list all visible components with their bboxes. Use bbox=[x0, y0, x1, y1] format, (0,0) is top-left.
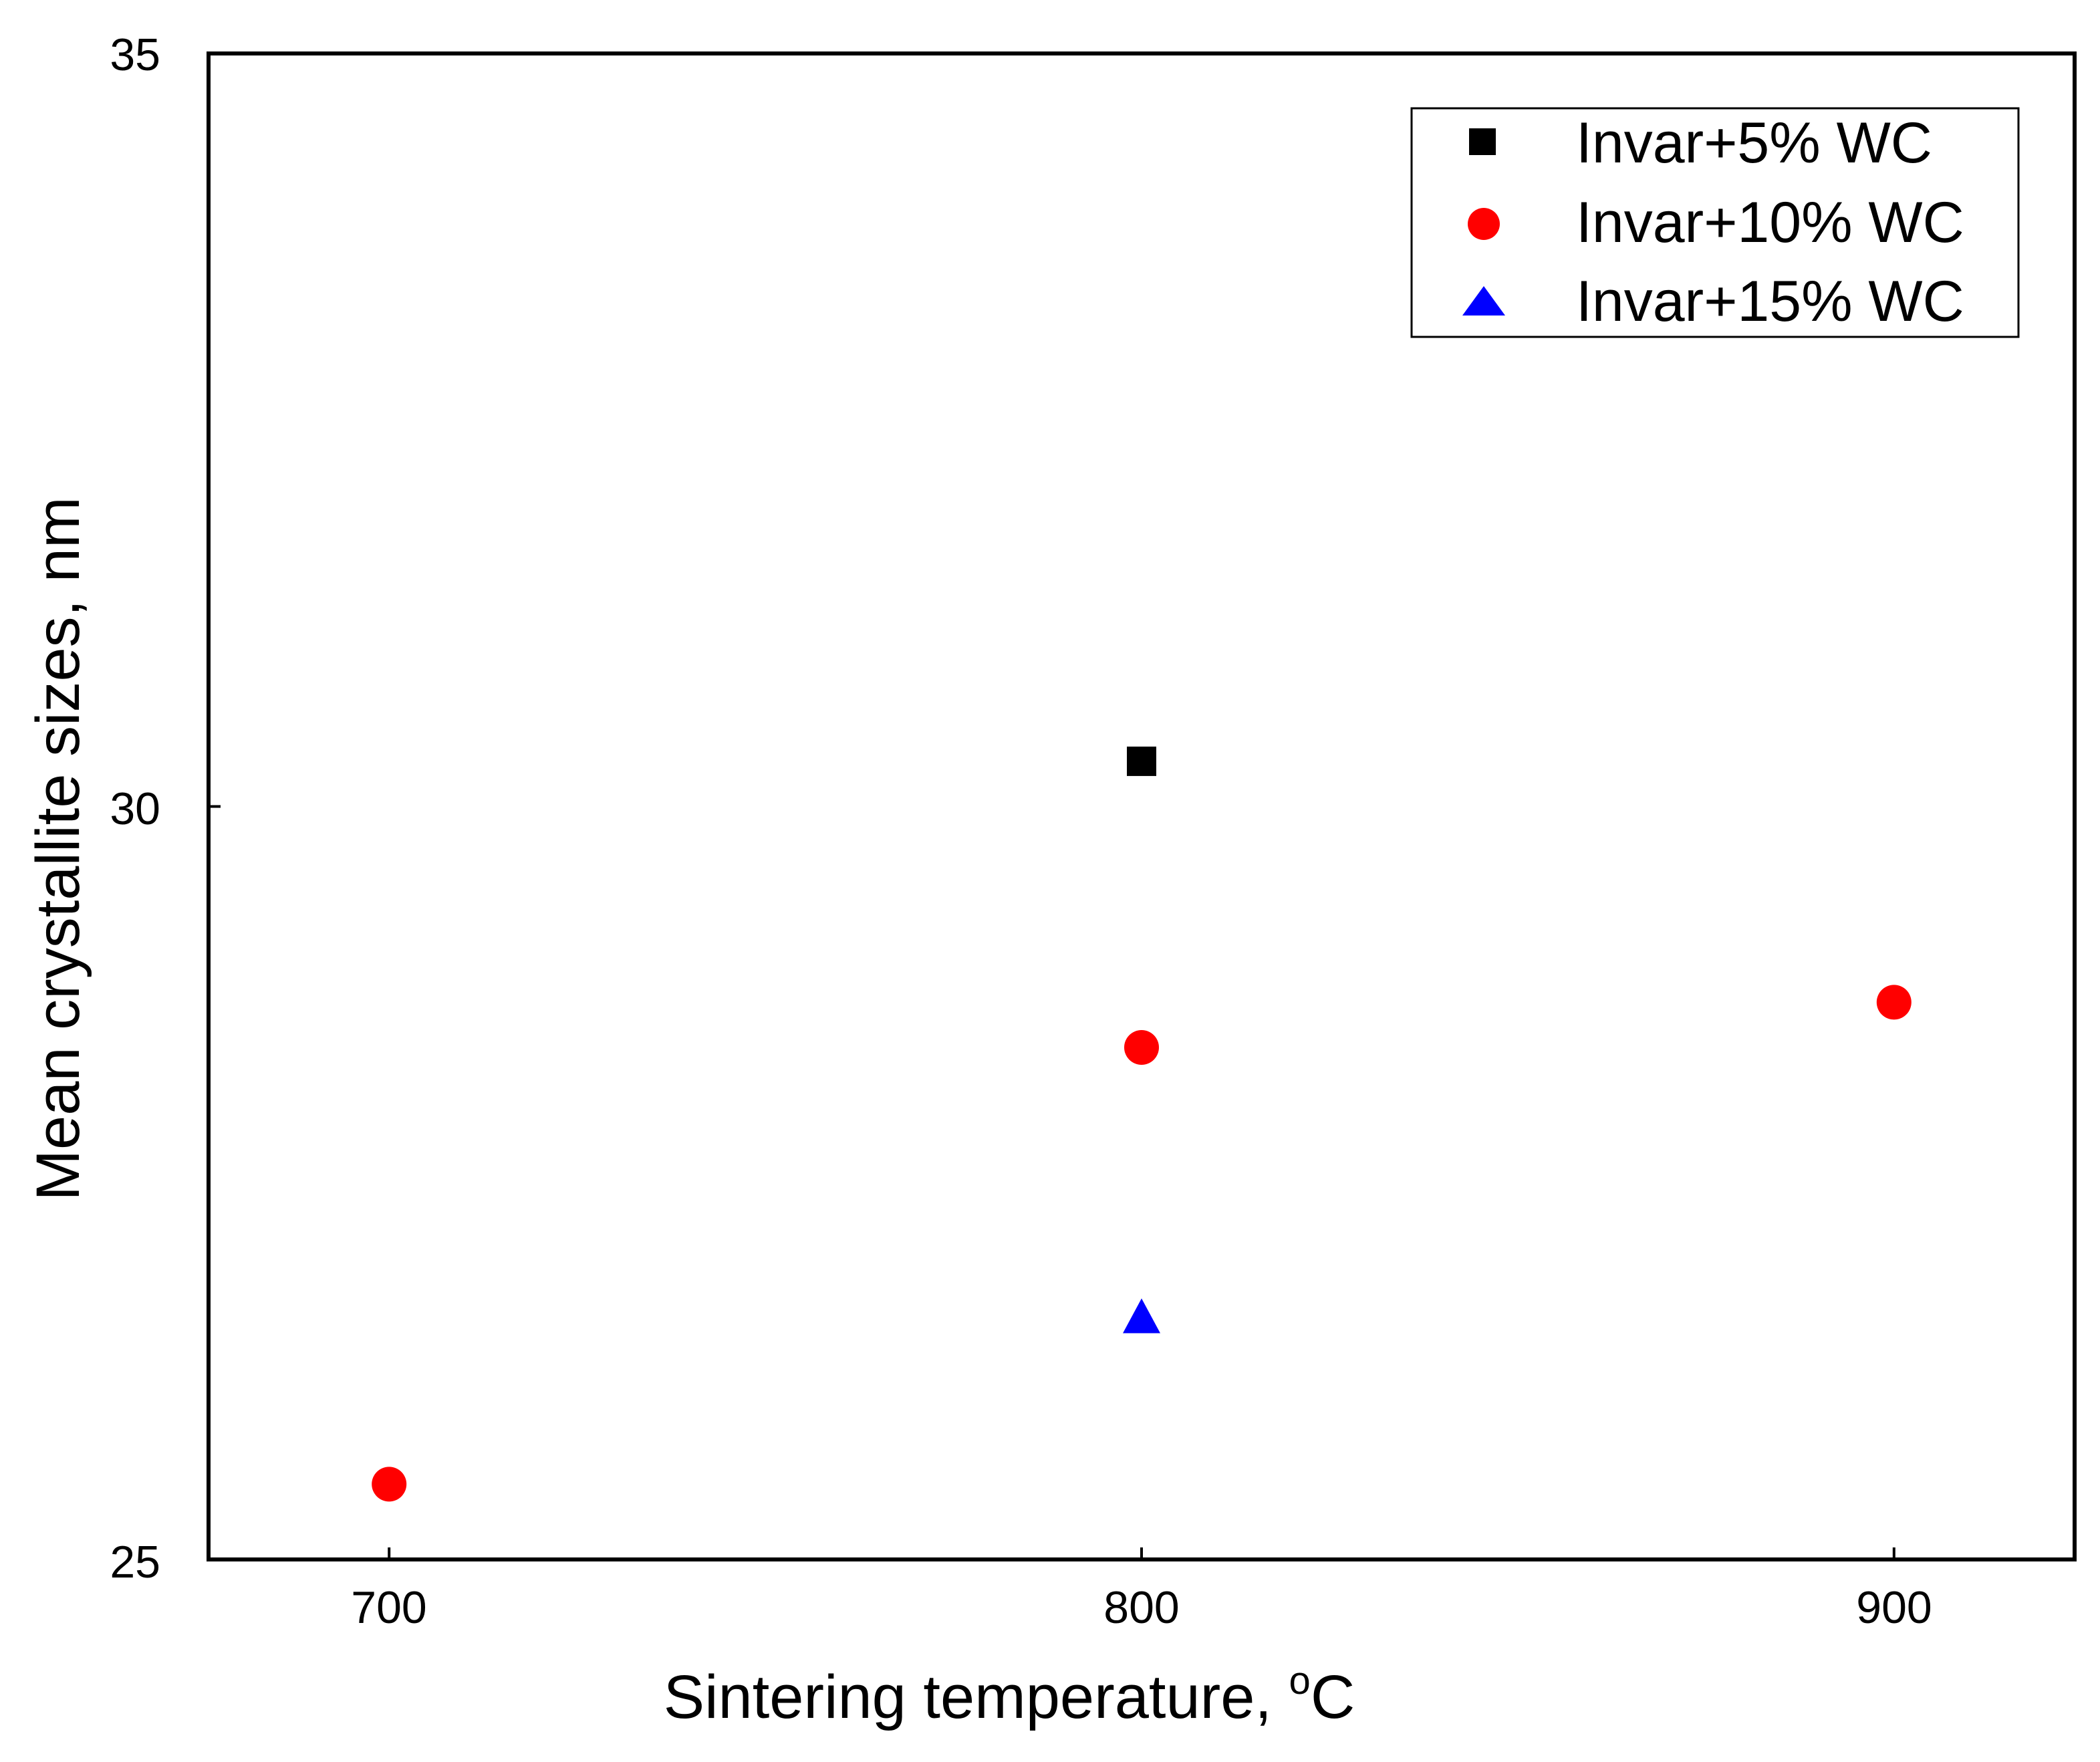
legend-label-series-1: Invar+5% WC bbox=[1576, 111, 1932, 175]
y-axis-tick-labels: 25 30 35 bbox=[110, 29, 160, 1588]
legend-label-series-3: Invar+15% WC bbox=[1576, 269, 1964, 334]
y-tick-label: 25 bbox=[110, 1537, 160, 1588]
y-axis-title: Mean crystallite sizes, nm bbox=[24, 497, 92, 1201]
x-axis-tick-labels: 700 800 900 bbox=[351, 1582, 1932, 1633]
y-tick-label: 35 bbox=[110, 29, 160, 80]
x-tick-label: 900 bbox=[1856, 1582, 1932, 1633]
x-axis-unit: C bbox=[1311, 1663, 1355, 1731]
x-tick-label: 800 bbox=[1103, 1582, 1179, 1633]
axis-ticks bbox=[209, 52, 1895, 1561]
legend-label-series-2: Invar+10% WC bbox=[1576, 191, 1964, 255]
data-point-triangle bbox=[1123, 1298, 1160, 1334]
legend-marker-circle bbox=[1468, 208, 1500, 240]
data-points bbox=[372, 746, 1912, 1502]
y-tick-label: 30 bbox=[110, 783, 160, 834]
data-point-circle bbox=[372, 1467, 407, 1502]
degree-symbol: o bbox=[1289, 1659, 1311, 1703]
x-tick-label: 700 bbox=[351, 1582, 426, 1633]
legend-marker-triangle bbox=[1462, 286, 1505, 316]
x-axis-title: Sintering temperature, oC bbox=[664, 1659, 1355, 1731]
legend-marker-square bbox=[1469, 128, 1496, 155]
data-point-circle bbox=[1876, 985, 1912, 1020]
legend: Invar+5% WC Invar+10% WC Invar+15% WC bbox=[1410, 107, 2020, 338]
legend-box bbox=[1410, 107, 2020, 338]
data-point-square bbox=[1127, 746, 1156, 776]
data-point-circle bbox=[1124, 1029, 1159, 1065]
